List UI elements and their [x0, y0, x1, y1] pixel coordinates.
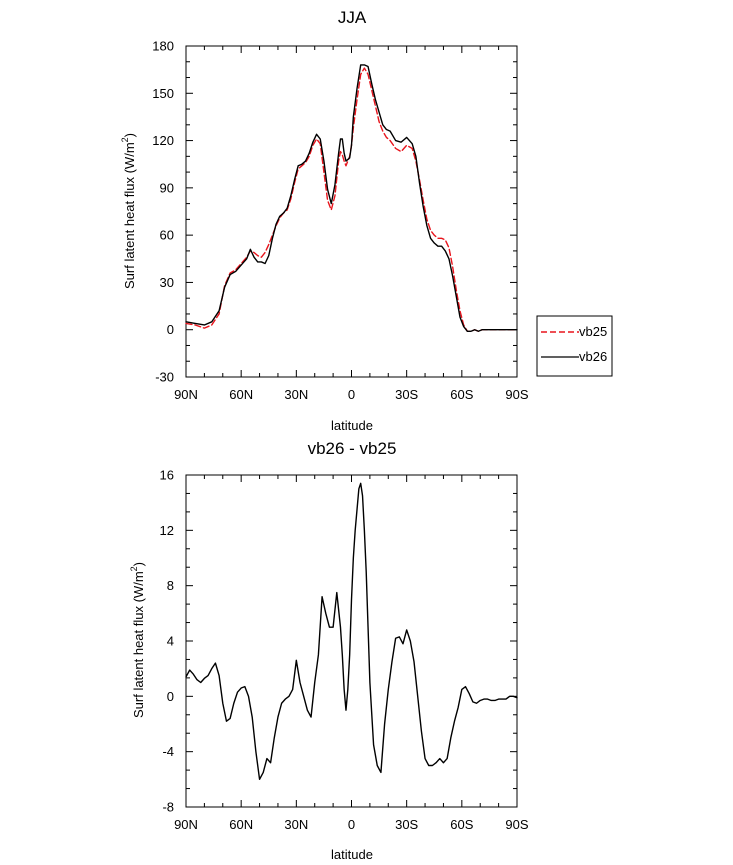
top-x-axis-label: latitude: [331, 418, 373, 433]
bottom-xtick-label: 90N: [174, 817, 198, 832]
bottom-ytick-label: 4: [167, 634, 174, 649]
bottom-xtick-label: 30N: [284, 817, 308, 832]
top-y-axis-label: Surf latent heat flux (W/m2): [120, 133, 137, 289]
top-series-group: [185, 64, 518, 332]
top-xtick-label: 0: [348, 387, 355, 402]
bottom-x-axis-label: latitude: [331, 847, 373, 862]
top-ytick-label: 150: [152, 86, 174, 101]
top-y-axis-label-main: Surf latent heat flux (W/m: [122, 142, 137, 289]
bottom-ytick-label: -4: [162, 744, 174, 759]
top-panel: JJA 90N 60N 30N 0 30S 60S 90S -30 0 30 60 90 120 150 1…: [120, 8, 613, 433]
bottom-y-axis-label-sup: 2: [129, 566, 139, 571]
top-xtick-label: 30S: [395, 387, 418, 402]
top-ytick-label: 120: [152, 133, 174, 148]
top-ytick-label: -30: [155, 370, 174, 385]
top-y-axis-label-tail: ): [122, 133, 137, 137]
top-chart-title: JJA: [338, 8, 367, 27]
top-ytick-label: 180: [152, 39, 174, 54]
legend-label-vb26: vb26: [579, 349, 607, 364]
bottom-series-group: [185, 482, 518, 781]
bottom-ytick-label: 0: [167, 689, 174, 704]
legend: vb25 vb26: [536, 315, 613, 377]
top-xtick-label: 90N: [174, 387, 198, 402]
bottom-ytick-label: 16: [160, 468, 174, 483]
top-y-axis-label-sup: 2: [120, 137, 130, 142]
top-ytick-label: 60: [160, 228, 174, 243]
top-xtick-label: 90S: [505, 387, 528, 402]
bottom-xtick-label: 60S: [450, 817, 473, 832]
bottom-panel: vb26 - vb25 90N 60N 30N 0 30S 60S 90S -8 -4 0 4 8 12…: [129, 439, 529, 862]
top-xtick-label: 30N: [284, 387, 308, 402]
top-xtick-label: 60S: [450, 387, 473, 402]
bottom-xtick-label: 90S: [505, 817, 528, 832]
bottom-series-line-vb26-vb25: [185, 482, 518, 781]
top-ytick-label: 90: [160, 180, 174, 195]
top-plot-frame: [185, 45, 518, 378]
top-ytick-label: 30: [160, 275, 174, 290]
top-series-line-vb26: [185, 64, 518, 332]
bottom-plot-frame: [185, 474, 518, 808]
legend-box: [536, 315, 613, 377]
legend-label-vb25: vb25: [579, 324, 607, 339]
top-series-line-vb25: [185, 67, 518, 332]
bottom-ytick-label: 8: [167, 578, 174, 593]
top-xtick-label: 60N: [229, 387, 253, 402]
bottom-chart-title: vb26 - vb25: [308, 439, 397, 458]
bottom-y-axis-label: Surf latent heat flux (W/m2): [129, 562, 146, 718]
top-ytick-label: 0: [167, 322, 174, 337]
bottom-ytick-label: 12: [160, 523, 174, 538]
top-ticks: 90N 60N 30N 0 30S 60S 90S -30 0 30 60 90 120 150 180: [152, 39, 529, 403]
bottom-xtick-label: 0: [348, 817, 355, 832]
bottom-xtick-label: 30S: [395, 817, 418, 832]
bottom-xtick-label: 60N: [229, 817, 253, 832]
bottom-y-axis-label-main: Surf latent heat flux (W/m: [131, 571, 146, 718]
bottom-ticks: 90N 60N 30N 0 30S 60S 90S -8 -4 0 4 8 12 16: [160, 468, 529, 833]
bottom-y-axis-label-tail: ): [131, 562, 146, 566]
bottom-ytick-label: -8: [162, 800, 174, 815]
